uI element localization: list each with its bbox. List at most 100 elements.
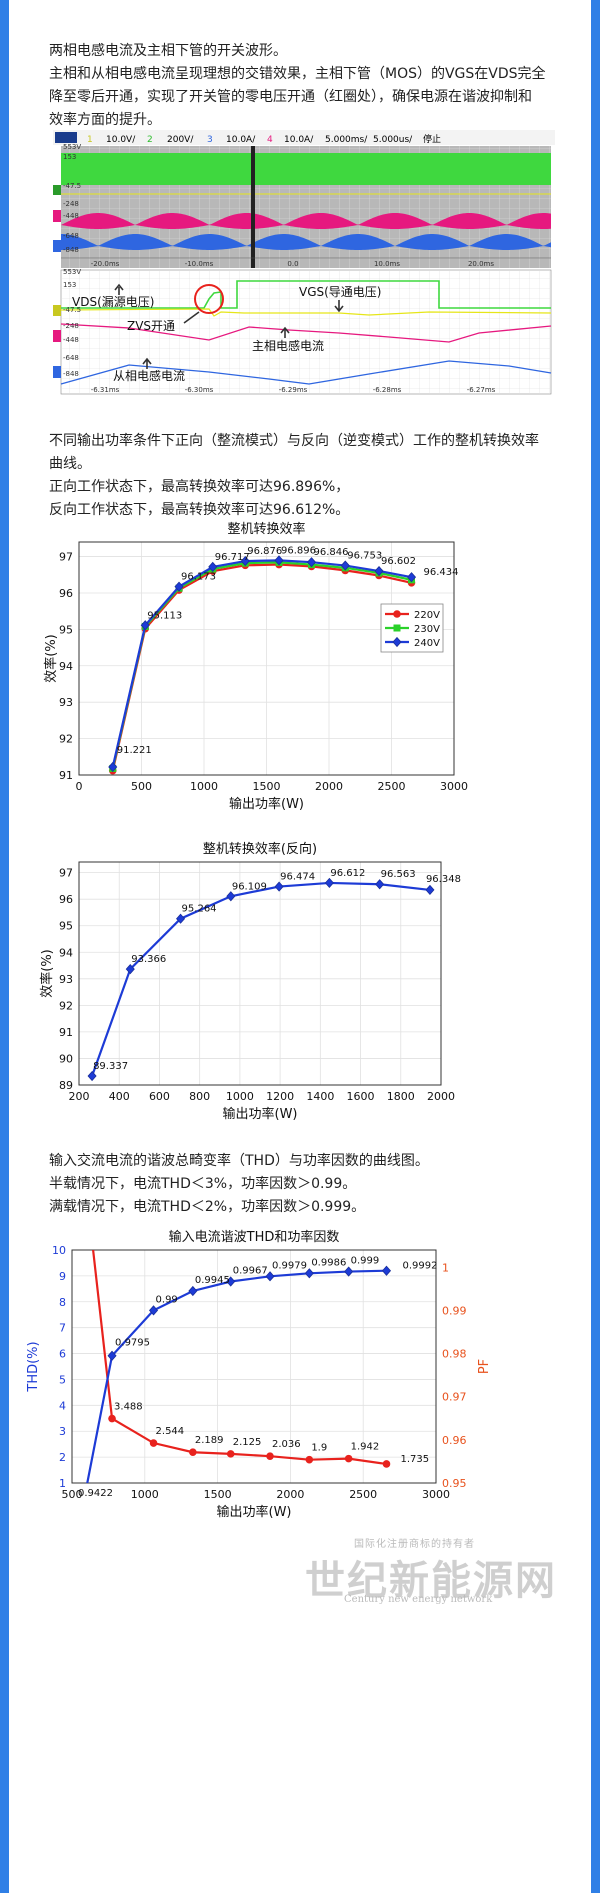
y-tick-label: 94 — [59, 660, 73, 673]
annotation-vds: VDS(漏源电压) — [72, 295, 154, 309]
y-tick-label: 6 — [59, 1348, 66, 1361]
thd-paragraph: 输入交流电流的谐波总畸变率（THD）与功率因数的曲线图。 半载情况下，电流THD… — [49, 1150, 559, 1219]
y-tick-label: 1 — [59, 1477, 66, 1490]
x-axis-label: 输出功率(W) — [229, 796, 304, 812]
series-reverse — [87, 877, 435, 1082]
x-tick-label: 1000 — [190, 780, 218, 793]
data-label: 2.189 — [195, 1435, 224, 1446]
x-tick-label: 2500 — [378, 780, 406, 793]
scope-top-side-label: -47.5 — [63, 182, 81, 190]
scope-ch1-marker — [55, 132, 77, 143]
scope-top-cursor — [251, 146, 255, 268]
section3-line-2: 半载情况下，电流THD＜3%，功率因数＞0.99。 — [49, 1176, 357, 1192]
scope-bottom-side-label: -648 — [63, 354, 79, 362]
x-tick-label: 1600 — [347, 1090, 375, 1103]
data-point — [374, 565, 384, 577]
x-tick-label: 1800 — [387, 1090, 415, 1103]
y-tick-label: 94 — [59, 946, 73, 959]
section3-line-1: 输入交流电流的谐波总畸变率（THD）与功率因数的曲线图。 — [49, 1153, 429, 1169]
scope-time2: 5.000us/ — [373, 135, 413, 145]
data-label: 0.999 — [351, 1256, 380, 1267]
y-tick-label: 9 — [59, 1270, 66, 1283]
x-tick-label: 1500 — [253, 780, 281, 793]
y2-tick-label: 1 — [442, 1261, 449, 1274]
y-tick-label: 91 — [59, 1026, 73, 1039]
section2-line-1: 不同输出功率条件下正向（整流模式）与反向（逆变模式）工作的整机转换效率 — [49, 433, 539, 449]
y2-tick-label: 0.98 — [442, 1348, 467, 1361]
scope-bottom-side-label: -248 — [63, 322, 79, 330]
x-tick-label: 1200 — [266, 1090, 294, 1103]
scope-top-time-labels: -20.0ms -10.0ms 0.0 10.0ms 20.0ms — [91, 260, 495, 268]
section2-line-4: 反向工作状态下，最高转换效率可达96.612%。 — [49, 502, 350, 518]
data-point — [108, 761, 118, 773]
series-thd — [92, 1250, 391, 1468]
data-label: 2.544 — [156, 1426, 185, 1437]
y-tick-label: 95 — [59, 623, 73, 636]
x-axis-label: 输出功率(W) — [217, 1504, 292, 1520]
data-label: 96.348 — [426, 874, 461, 885]
data-point — [381, 1265, 392, 1276]
scope-top-side-label: 153 — [63, 153, 76, 161]
y-tick-label: 3 — [59, 1425, 66, 1438]
legend-marker — [393, 610, 401, 618]
oscilloscope-screenshot: 1 10.0V/ 2 200V/ 3 10.0A/ 4 10.0A/ 5.000… — [53, 128, 555, 400]
data-label: 96.602 — [381, 556, 416, 567]
scope-ch4-scale: 10.0A/ — [284, 135, 314, 145]
scope-bottom-time-label: -6.29ms — [279, 386, 308, 394]
x-tick-label: 2500 — [349, 1488, 377, 1501]
scope-top-green-band — [61, 153, 551, 185]
data-point — [304, 1268, 314, 1279]
scope-time1: 5.000ms/ — [325, 135, 368, 145]
y-tick-label: 91 — [59, 769, 73, 782]
data-label: 95.264 — [182, 904, 217, 915]
scope-ch3-num: 3 — [207, 135, 213, 145]
section2-line-2: 曲线。 — [49, 456, 91, 472]
article-page: 两相电感电流及主相下管的开关波形。 主相和从相电感电流呈现理想的交错效果，主相下… — [9, 0, 591, 1893]
x-tick-label: 1000 — [226, 1090, 254, 1103]
scope-top-side-label: -248 — [63, 200, 79, 208]
scope-ch3-scale: 10.0A/ — [226, 135, 256, 145]
scope-bottom-time-label: -6.31ms — [91, 386, 120, 394]
y-tick-label: 90 — [59, 1052, 73, 1065]
scope-bottom-side-label: -448 — [63, 336, 79, 344]
scope-bottom-time-label: -6.30ms — [185, 386, 214, 394]
series-line — [111, 563, 412, 771]
legend-label: 220V — [414, 610, 440, 621]
scope-top-side-label: -848 — [63, 246, 79, 254]
scope-top-time-label: 10.0ms — [374, 260, 400, 268]
scope-ch2-num: 2 — [147, 135, 153, 145]
scope-vgs-trace — [60, 308, 552, 317]
x-tick-label: 200 — [69, 1090, 90, 1103]
scope-ch1-num: 1 — [87, 135, 93, 145]
data-label: 96.896 — [281, 545, 316, 556]
legend: 220V 230V 240V — [380, 603, 444, 653]
scope-top-waves — [61, 193, 551, 250]
scope-ch1-scale: 10.0V/ — [106, 135, 136, 145]
data-label: 91.221 — [117, 745, 152, 756]
zvs-red-circle — [194, 284, 224, 314]
chart-title: 输入电流谐波THD和功率因数 — [169, 1229, 340, 1245]
scope-bottom-time-label: -6.27ms — [467, 386, 496, 394]
thd-pf-chart: 1 2 3 4 5 6 7 8 9 10 500 1000 1500 2000 2500 3000 输入电流谐波… — [26, 1229, 492, 1520]
y-tick-label: 10 — [52, 1244, 66, 1257]
data-label: 0.9945 — [195, 1275, 230, 1286]
x-tick-label: 600 — [149, 1090, 170, 1103]
data-point — [305, 1455, 314, 1464]
y-tick-label: 89 — [59, 1079, 73, 1092]
x-tick-label: 1500 — [204, 1488, 232, 1501]
data-point — [176, 913, 186, 924]
data-label: 96.173 — [181, 572, 216, 583]
x-tick-label: 800 — [189, 1090, 210, 1103]
y2-tick-label: 0.96 — [442, 1434, 467, 1447]
data-label: 2.036 — [272, 1439, 301, 1450]
data-label: 2.125 — [233, 1437, 262, 1448]
scope-bottom-time-labels: -6.31ms -6.30ms -6.29ms -6.28ms -6.27ms — [91, 386, 496, 394]
scope-ch4-num: 4 — [267, 135, 273, 145]
watermark-top-text: 国际化注册商标的持有者 — [354, 1539, 475, 1550]
y2-axis-label: PF — [477, 1359, 492, 1374]
y-tick-label: 93 — [59, 973, 73, 986]
scope-bottom-side-label: 553V — [63, 268, 81, 276]
scope-ch4-trace — [61, 213, 551, 229]
y-tick-label: 4 — [59, 1399, 66, 1412]
data-point — [375, 879, 385, 890]
